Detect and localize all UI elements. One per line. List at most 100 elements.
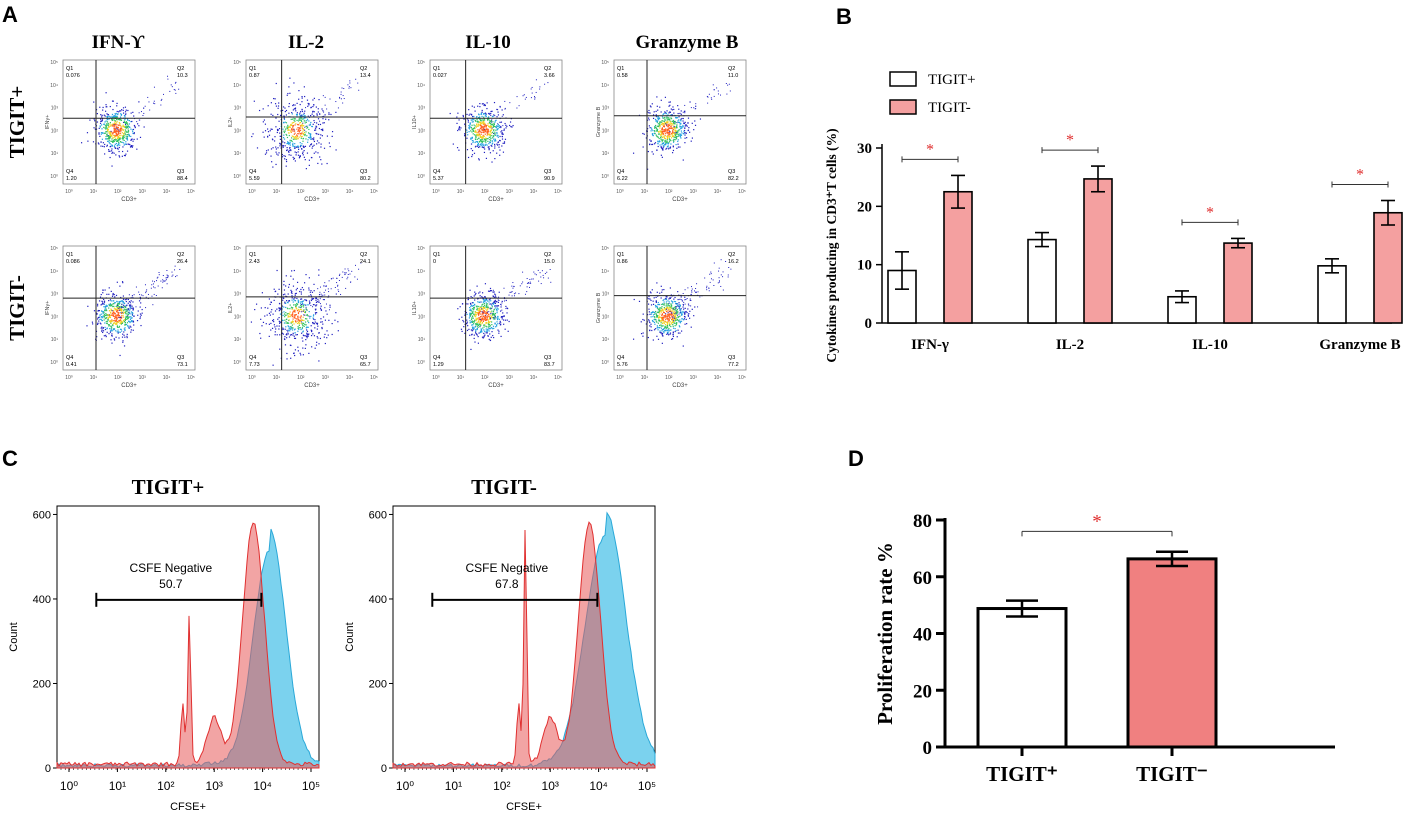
event-dot	[273, 324, 276, 326]
event-dot	[695, 103, 697, 105]
event-dot	[115, 147, 117, 150]
event-dot	[120, 320, 123, 322]
event-dot	[114, 116, 116, 118]
event-dot	[657, 123, 659, 125]
event-dot	[483, 119, 485, 121]
event-dot	[474, 319, 476, 321]
event-dot	[496, 108, 498, 111]
event-dot	[337, 321, 339, 323]
event-dot	[494, 120, 497, 122]
event-dot	[145, 292, 147, 294]
event-dot	[116, 115, 118, 118]
event-dot	[297, 346, 299, 348]
event-dot	[695, 288, 697, 290]
event-dot	[684, 289, 686, 291]
event-dot	[328, 142, 330, 144]
y-tick-label: 10¹	[51, 151, 59, 157]
event-dot	[498, 146, 500, 148]
event-dot	[695, 105, 697, 107]
event-dot	[153, 86, 155, 88]
event-dot	[484, 113, 486, 115]
event-dot	[730, 268, 732, 270]
event-dot	[676, 124, 678, 126]
event-dot	[286, 358, 288, 360]
event-dot	[653, 297, 655, 299]
event-dot	[322, 118, 324, 120]
event-dot	[681, 126, 683, 128]
event-dot	[152, 283, 154, 285]
event-dot	[323, 285, 325, 287]
event-dot	[496, 116, 498, 118]
event-dot	[110, 328, 112, 330]
event-dot	[713, 262, 715, 264]
event-dot	[684, 296, 686, 298]
event-dot	[310, 133, 312, 135]
event-dot	[117, 304, 119, 306]
event-dot	[326, 135, 329, 137]
event-dot	[313, 152, 315, 154]
event-dot	[666, 130, 668, 132]
event-dot	[684, 307, 686, 309]
event-dot	[473, 134, 476, 136]
event-dot	[317, 325, 319, 327]
event-dot	[503, 129, 505, 131]
event-dot	[527, 282, 529, 284]
event-dot	[103, 146, 105, 148]
event-dot	[324, 114, 326, 116]
event-dot	[679, 315, 681, 317]
event-dot	[662, 311, 665, 314]
event-dot	[122, 129, 124, 132]
event-dot	[491, 304, 493, 307]
event-dot	[114, 123, 117, 125]
event-dot	[107, 135, 109, 137]
event-dot	[117, 128, 119, 130]
event-dot	[488, 338, 490, 340]
event-dot	[114, 147, 116, 149]
event-dot	[140, 111, 142, 113]
event-dot	[461, 330, 463, 333]
event-dot	[123, 345, 126, 347]
event-dot	[298, 327, 300, 329]
event-dot	[284, 319, 286, 321]
event-dot	[267, 307, 269, 309]
event-dot	[274, 103, 277, 105]
event-dot	[140, 314, 142, 316]
event-dot	[660, 136, 662, 139]
event-dot	[668, 308, 670, 310]
event-dot	[465, 322, 467, 324]
event-dot	[290, 139, 292, 142]
event-dot	[103, 315, 105, 317]
x-tick-label: 10⁰	[616, 189, 624, 195]
event-dot	[282, 299, 284, 301]
event-dot	[458, 126, 461, 128]
event-dot	[293, 299, 295, 301]
event-dot	[522, 271, 524, 273]
event-dot	[102, 292, 104, 294]
event-dot	[675, 121, 677, 124]
event-dot	[660, 134, 662, 136]
event-dot	[487, 307, 489, 310]
event-dot	[317, 111, 319, 113]
event-dot	[472, 329, 474, 331]
event-dot	[308, 136, 310, 139]
event-dot	[694, 108, 696, 110]
event-dot	[108, 140, 110, 142]
x-axis-label: CD3+	[488, 383, 504, 389]
event-dot	[123, 134, 125, 136]
event-dot	[485, 314, 487, 316]
event-dot	[528, 282, 530, 284]
event-dot	[321, 295, 323, 297]
event-dot	[126, 137, 128, 139]
event-dot	[680, 130, 682, 132]
event-dot	[324, 104, 326, 106]
event-dot	[689, 317, 691, 319]
event-dot	[288, 322, 290, 324]
bar-TIGIT--IFN-γ	[943, 190, 973, 324]
event-dot	[278, 320, 280, 322]
event-dot	[306, 127, 308, 129]
event-dot	[282, 294, 285, 296]
event-dot	[294, 354, 296, 357]
event-dot	[470, 308, 472, 310]
event-dot	[340, 98, 342, 100]
event-dot	[474, 291, 476, 293]
